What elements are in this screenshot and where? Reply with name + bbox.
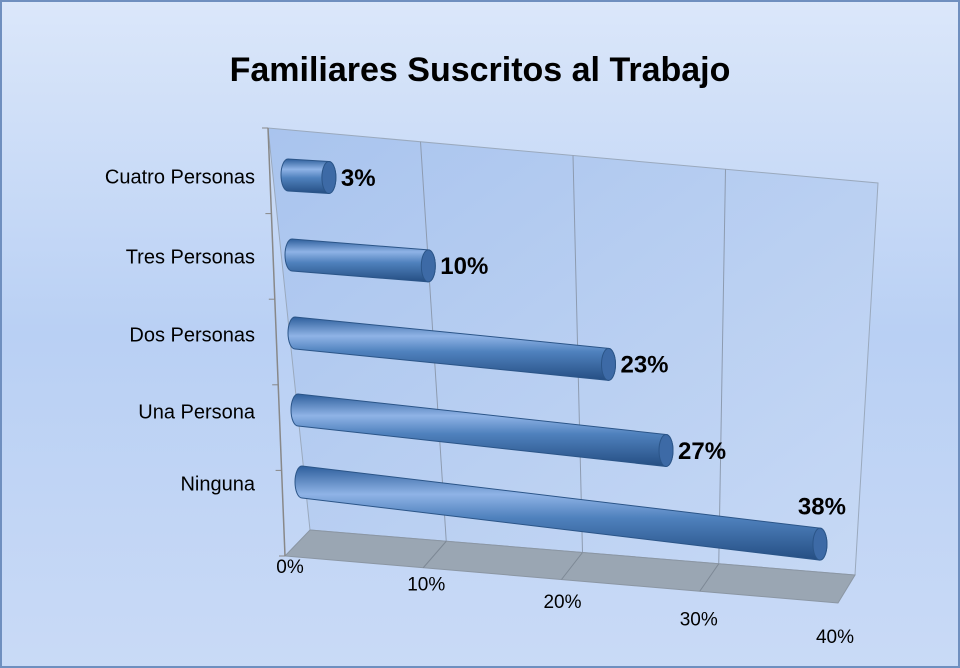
value-label: 38%: [798, 493, 846, 520]
grid-line: [561, 552, 583, 580]
x-tick-label: 10%: [407, 575, 445, 596]
value-label: 10%: [440, 253, 488, 280]
value-label: 3%: [341, 165, 376, 192]
x-tick-label: 0%: [276, 557, 304, 578]
value-label: 23%: [620, 352, 668, 379]
floor: [283, 529, 856, 604]
y-tick-label: Cuatro Personas: [105, 166, 255, 188]
y-tick-label: Tres Personas: [126, 246, 255, 268]
y-axis: [267, 127, 286, 557]
x-tick-label: 40%: [816, 627, 854, 648]
y-tick-label: Una Persona: [138, 401, 256, 423]
bar-cap: [321, 160, 337, 194]
y-tick-label: Ninguna: [180, 473, 255, 495]
value-label: 27%: [678, 438, 726, 465]
x-tick-label: 30%: [680, 610, 718, 631]
bar-cap: [658, 433, 674, 467]
x-tick-label: 20%: [543, 592, 581, 613]
grid-line: [699, 563, 720, 592]
bar-cap: [812, 527, 828, 561]
grid-line: [422, 540, 447, 569]
grid-line: [718, 169, 726, 564]
bar-cap: [600, 347, 616, 381]
chart-title: Familiares Suscritos al Trabajo: [230, 51, 731, 89]
y-tick-label: Dos Personas: [129, 324, 255, 346]
bar-cap: [420, 249, 436, 283]
